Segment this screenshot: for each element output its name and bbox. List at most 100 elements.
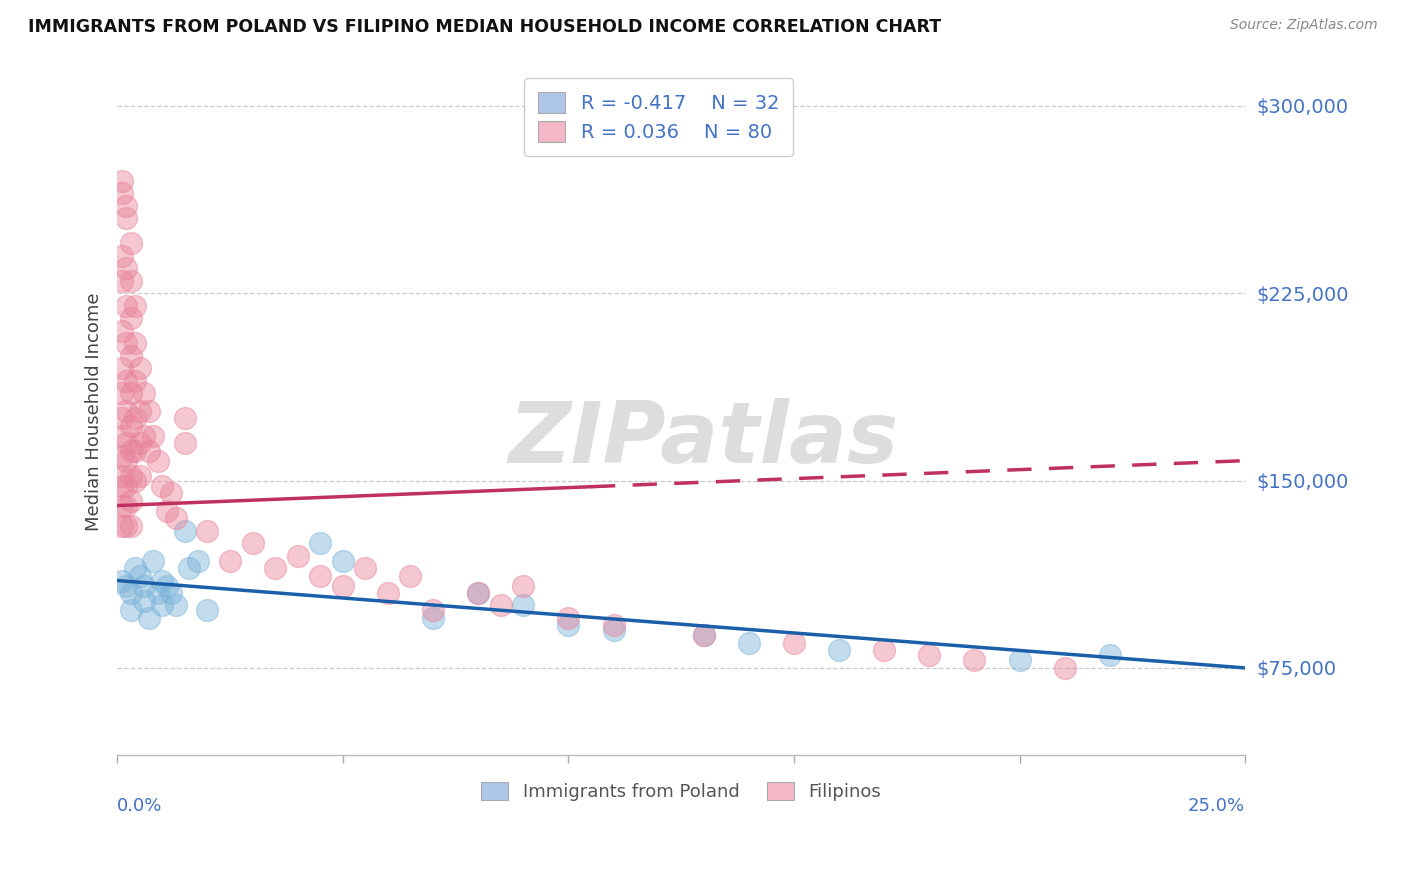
Point <box>602 624 624 638</box>
Point <box>918 648 941 663</box>
Legend: Immigrants from Poland, Filipinos: Immigrants from Poland, Filipinos <box>474 774 889 808</box>
Point <box>128 568 150 582</box>
Point <box>1008 653 1031 667</box>
Point <box>1053 661 1076 675</box>
Point <box>242 536 264 550</box>
Point <box>138 443 160 458</box>
Point <box>124 299 146 313</box>
Point <box>138 611 160 625</box>
Point <box>512 599 534 613</box>
Point <box>287 549 309 563</box>
Point <box>115 299 138 313</box>
Point <box>115 578 138 592</box>
Point <box>115 436 138 450</box>
Point <box>120 386 142 401</box>
Point <box>693 628 716 642</box>
Point <box>115 518 138 533</box>
Point <box>467 586 489 600</box>
Y-axis label: Median Household Income: Median Household Income <box>86 293 103 531</box>
Point <box>111 428 134 442</box>
Point <box>120 468 142 483</box>
Point <box>111 274 134 288</box>
Point <box>111 324 134 338</box>
Point <box>134 578 156 592</box>
Point <box>309 536 332 550</box>
Point <box>422 611 444 625</box>
Point <box>134 428 156 442</box>
Point <box>115 336 138 351</box>
Point <box>115 261 138 276</box>
Point <box>173 411 195 425</box>
Point <box>111 574 134 588</box>
Point <box>173 436 195 450</box>
Point <box>197 524 219 538</box>
Point <box>142 553 165 567</box>
Text: IMMIGRANTS FROM POLAND VS FILIPINO MEDIAN HOUSEHOLD INCOME CORRELATION CHART: IMMIGRANTS FROM POLAND VS FILIPINO MEDIA… <box>28 18 941 36</box>
Point <box>124 374 146 388</box>
Point <box>120 418 142 433</box>
Point <box>111 499 134 513</box>
Point <box>146 586 169 600</box>
Point <box>156 503 179 517</box>
Point <box>111 468 134 483</box>
Point <box>115 499 138 513</box>
Point <box>111 478 134 492</box>
Point <box>173 524 195 538</box>
Point <box>111 174 134 188</box>
Point <box>128 361 150 376</box>
Point <box>489 599 512 613</box>
Text: Source: ZipAtlas.com: Source: ZipAtlas.com <box>1230 18 1378 32</box>
Point <box>124 474 146 488</box>
Point <box>738 636 761 650</box>
Point <box>602 618 624 632</box>
Point <box>150 478 173 492</box>
Point <box>128 436 150 450</box>
Point <box>128 403 150 417</box>
Point <box>115 478 138 492</box>
Point <box>120 349 142 363</box>
Point <box>120 603 142 617</box>
Point <box>219 553 242 567</box>
Point <box>120 586 142 600</box>
Point <box>111 186 134 201</box>
Point <box>115 453 138 467</box>
Point <box>124 411 146 425</box>
Point <box>124 561 146 575</box>
Point <box>111 411 134 425</box>
Point <box>165 511 187 525</box>
Point <box>115 211 138 226</box>
Point <box>873 643 896 657</box>
Point <box>146 453 169 467</box>
Point <box>124 443 146 458</box>
Point <box>179 561 201 575</box>
Point <box>332 578 354 592</box>
Point <box>120 493 142 508</box>
Point <box>160 586 183 600</box>
Text: 0.0%: 0.0% <box>117 797 163 814</box>
Point <box>399 568 422 582</box>
Point <box>111 386 134 401</box>
Point <box>264 561 287 575</box>
Point <box>557 611 579 625</box>
Point <box>963 653 986 667</box>
Point <box>115 199 138 213</box>
Point <box>120 311 142 326</box>
Point <box>828 643 851 657</box>
Point <box>150 599 173 613</box>
Point <box>160 486 183 500</box>
Point <box>557 618 579 632</box>
Point <box>120 236 142 251</box>
Point <box>115 374 138 388</box>
Point <box>332 553 354 567</box>
Point <box>156 578 179 592</box>
Point <box>128 468 150 483</box>
Point <box>150 574 173 588</box>
Text: ZIPatlas: ZIPatlas <box>509 398 898 481</box>
Point <box>693 628 716 642</box>
Point <box>422 603 444 617</box>
Point <box>124 336 146 351</box>
Point <box>134 593 156 607</box>
Text: 25.0%: 25.0% <box>1188 797 1246 814</box>
Point <box>111 449 134 463</box>
Point <box>467 586 489 600</box>
